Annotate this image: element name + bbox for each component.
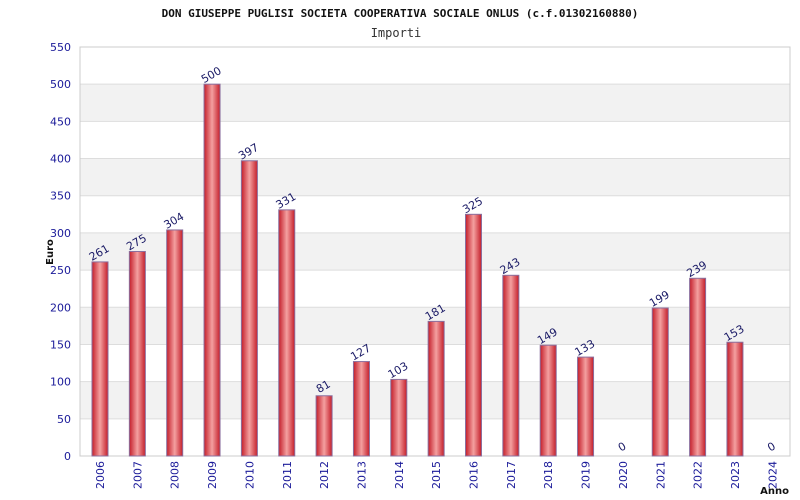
bar xyxy=(128,251,146,457)
bar xyxy=(502,274,520,457)
x-tick-label: 2012 xyxy=(318,461,331,489)
plot-background xyxy=(80,47,790,456)
x-tick-label: 2008 xyxy=(169,461,182,489)
bar xyxy=(465,213,482,457)
x-tick-label: 2015 xyxy=(430,461,443,489)
y-tick-label: 350 xyxy=(50,190,71,203)
x-tick-label: 2023 xyxy=(729,461,742,489)
bar xyxy=(577,356,595,457)
grid-band xyxy=(80,195,790,233)
x-tick-label: 2014 xyxy=(393,461,406,489)
x-axis: 2006 2007 2008 2009 2010 2011 2012 2013 2014 2015… xyxy=(94,461,779,489)
x-tick-label: 2017 xyxy=(505,461,518,489)
y-tick-label: 200 xyxy=(50,301,71,314)
grid-band xyxy=(80,270,790,308)
y-axis-title: Euro xyxy=(45,239,56,265)
y-tick-label: 500 xyxy=(50,78,71,91)
x-tick-label: 2010 xyxy=(243,461,256,489)
x-axis-title: Anno xyxy=(760,486,789,497)
grid-band xyxy=(80,158,790,196)
y-tick-label: 100 xyxy=(50,376,71,389)
grid-band xyxy=(80,121,790,159)
y-tick-label: 400 xyxy=(50,153,71,166)
x-tick-label: 2021 xyxy=(654,461,667,489)
grid-band xyxy=(80,232,790,271)
bar xyxy=(689,277,707,457)
y-tick-label: 50 xyxy=(57,413,71,426)
x-tick-label: 2007 xyxy=(131,461,144,489)
chart-title: DON GIUSEPPE PUGLISI SOCIETA COOPERATIVA… xyxy=(162,7,639,20)
x-tick-label: 2009 xyxy=(206,461,219,489)
x-tick-label: 2013 xyxy=(355,461,368,489)
y-tick-label: 250 xyxy=(50,264,71,277)
x-tick-label: 2011 xyxy=(281,461,294,489)
bar xyxy=(240,160,258,457)
data-label: 81 xyxy=(314,378,333,396)
x-tick-label: 2022 xyxy=(692,461,705,489)
bar xyxy=(315,395,333,457)
bar xyxy=(166,229,184,457)
bar xyxy=(203,83,221,457)
x-tick-label: 2018 xyxy=(542,461,555,489)
y-tick-label: 450 xyxy=(50,115,71,128)
bar xyxy=(352,361,370,457)
y-tick-label: 0 xyxy=(64,450,71,463)
bar xyxy=(427,320,445,457)
grid-band xyxy=(80,84,790,122)
y-tick-label: 300 xyxy=(50,227,71,240)
x-tick-label: 2019 xyxy=(580,461,593,489)
bar xyxy=(278,209,296,457)
bar xyxy=(91,261,109,457)
y-axis: 0 50 100 150 200 250 300 350 400 450 500 550 xyxy=(50,41,71,463)
x-tick-label: 2020 xyxy=(617,461,630,489)
bar xyxy=(539,344,557,457)
y-tick-label: 550 xyxy=(50,41,71,54)
x-tick-label: 2006 xyxy=(94,461,107,489)
x-tick-label: 2016 xyxy=(468,461,481,489)
bar xyxy=(726,341,744,457)
y-tick-label: 150 xyxy=(50,338,71,351)
grid-band xyxy=(80,47,790,85)
bar xyxy=(390,378,408,457)
bar-series xyxy=(91,83,744,457)
chart-subtitle: Importi xyxy=(371,26,422,40)
bar xyxy=(651,307,669,457)
x-tick-label: 2024 xyxy=(766,461,779,489)
